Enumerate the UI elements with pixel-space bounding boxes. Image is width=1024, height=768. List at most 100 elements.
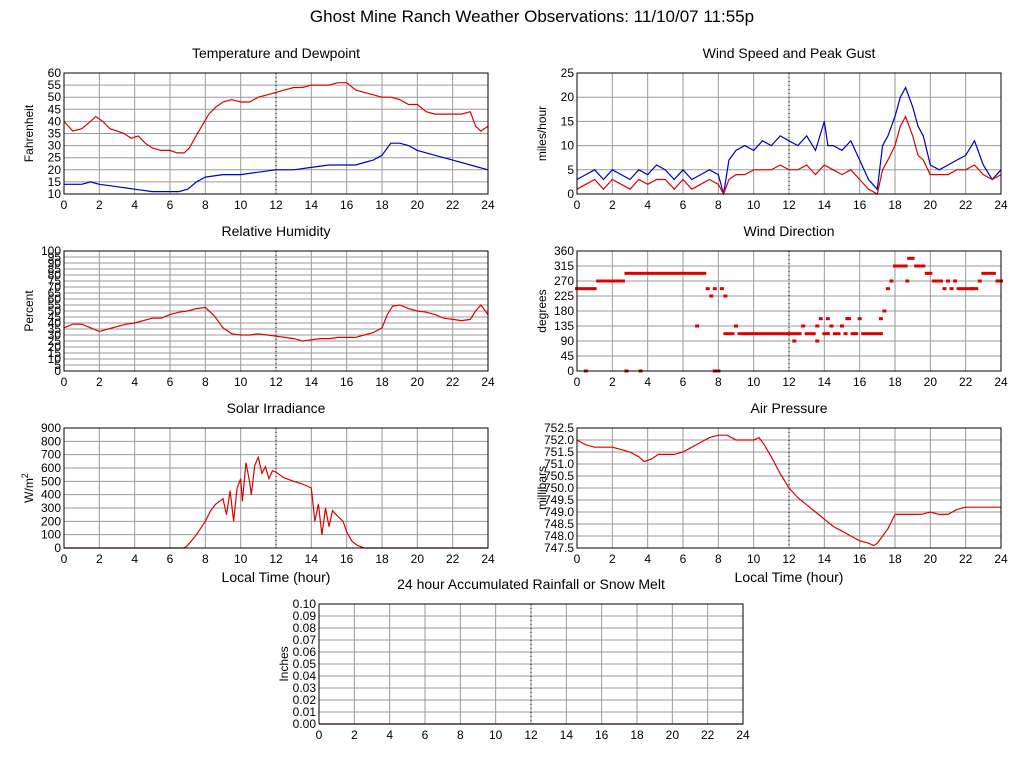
data-point bbox=[730, 332, 735, 336]
x-tick-label: 16 bbox=[340, 552, 354, 566]
series-line-red bbox=[576, 115, 1002, 196]
series-line-blue bbox=[64, 142, 489, 193]
x-tick-label: 24 bbox=[994, 198, 1008, 212]
y-axis-label: Percent bbox=[22, 290, 36, 332]
data-point bbox=[970, 287, 975, 291]
data-point bbox=[769, 332, 774, 336]
data-point bbox=[864, 332, 869, 336]
x-tick-label: 4 bbox=[644, 198, 651, 212]
data-point bbox=[875, 332, 880, 336]
data-point bbox=[628, 271, 632, 275]
y-tick-label: 752.5 bbox=[544, 421, 574, 435]
y-tick-label: 0.04 bbox=[293, 669, 317, 683]
x-tick-label: 20 bbox=[924, 552, 938, 566]
x-tick-label: 18 bbox=[375, 198, 389, 212]
x-tick-label: 22 bbox=[959, 375, 973, 389]
x-tick-label: 8 bbox=[202, 375, 209, 389]
data-point bbox=[896, 264, 901, 268]
x-tick-label: 20 bbox=[666, 728, 680, 742]
y-tick-label: 225 bbox=[554, 289, 574, 303]
x-tick-label: 16 bbox=[340, 198, 354, 212]
x-tick-label: 4 bbox=[131, 198, 138, 212]
data-point bbox=[889, 279, 894, 283]
y-tick-label: 35 bbox=[48, 322, 62, 336]
y-tick-label: 270 bbox=[554, 274, 574, 288]
y-tick-label: 748.0 bbox=[544, 529, 574, 543]
y-axis-label: millibars bbox=[535, 466, 549, 510]
x-tick-label: 20 bbox=[924, 198, 938, 212]
data-point bbox=[681, 271, 685, 275]
x-tick-label: 6 bbox=[167, 375, 174, 389]
chart-rain: 24 hour Accumulated Rainfall or Snow Mel… bbox=[277, 576, 750, 742]
x-tick-label: 8 bbox=[202, 552, 209, 566]
data-point bbox=[617, 279, 622, 283]
y-tick-label: 500 bbox=[41, 474, 61, 488]
y-tick-label: 40 bbox=[48, 114, 62, 128]
x-tick-label: 20 bbox=[924, 375, 938, 389]
y-tick-label: 750.0 bbox=[544, 481, 574, 495]
y-tick-label: 50 bbox=[48, 90, 62, 104]
y-tick-label: 90 bbox=[561, 334, 575, 348]
y-axis-label: degrees bbox=[535, 289, 549, 332]
y-tick-label: 0 bbox=[567, 187, 574, 201]
x-tick-label: 6 bbox=[680, 198, 687, 212]
data-point bbox=[603, 279, 608, 283]
data-point bbox=[963, 287, 968, 291]
y-tick-label: 45 bbox=[48, 102, 62, 116]
data-point bbox=[825, 317, 830, 321]
data-point bbox=[705, 287, 710, 291]
x-tick-label: 4 bbox=[644, 552, 651, 566]
data-point bbox=[900, 264, 905, 268]
series-line-red bbox=[63, 82, 489, 154]
data-point bbox=[688, 271, 693, 275]
y-axis-label-main: W/m bbox=[22, 478, 36, 503]
x-tick-label: 20 bbox=[411, 375, 425, 389]
data-point bbox=[698, 271, 703, 275]
y-tick-label: 0.07 bbox=[293, 633, 317, 647]
series-line-red bbox=[576, 434, 1001, 547]
x-tick-label: 0 bbox=[574, 198, 581, 212]
data-point bbox=[723, 294, 728, 298]
x-tick-label: 14 bbox=[818, 375, 832, 389]
y-tick-label: 90 bbox=[48, 256, 62, 270]
y-tick-label: 20 bbox=[48, 163, 62, 177]
chart-title: Wind Direction bbox=[743, 223, 834, 239]
x-tick-label: 10 bbox=[234, 552, 248, 566]
y-tick-label: 25 bbox=[561, 66, 575, 80]
data-point bbox=[843, 332, 848, 336]
x-tick-label: 14 bbox=[305, 198, 319, 212]
x-tick-label: 10 bbox=[747, 552, 761, 566]
y-tick-label: 315 bbox=[554, 259, 574, 273]
x-tick-label: 14 bbox=[305, 552, 319, 566]
y-tick-label: 0.10 bbox=[293, 597, 317, 611]
y-tick-label: 85 bbox=[48, 262, 62, 276]
data-point bbox=[857, 317, 862, 321]
data-point bbox=[905, 279, 910, 283]
data-point bbox=[861, 332, 866, 336]
data-point bbox=[825, 332, 830, 336]
data-point bbox=[589, 287, 594, 291]
y-tick-label: 200 bbox=[41, 514, 61, 528]
x-tick-label: 22 bbox=[701, 728, 715, 742]
data-point bbox=[755, 332, 760, 336]
y-tick-label: 55 bbox=[48, 78, 62, 92]
x-tick-label: 2 bbox=[609, 375, 616, 389]
x-tick-label: 10 bbox=[489, 728, 503, 742]
x-tick-label: 16 bbox=[853, 198, 867, 212]
y-tick-label: 5 bbox=[54, 358, 61, 372]
data-point bbox=[836, 332, 841, 336]
data-point bbox=[840, 324, 844, 328]
chart-title: Relative Humidity bbox=[222, 223, 331, 239]
x-tick-label: 22 bbox=[959, 198, 973, 212]
y-tick-label: 95 bbox=[48, 250, 62, 264]
chart-title: 24 hour Accumulated Rainfall or Snow Mel… bbox=[397, 576, 665, 592]
data-point bbox=[882, 309, 887, 313]
y-tick-label: 749.5 bbox=[544, 493, 574, 507]
x-tick-label: 22 bbox=[959, 552, 973, 566]
data-point bbox=[719, 287, 724, 291]
x-tick-label: 16 bbox=[340, 375, 354, 389]
data-point bbox=[822, 332, 827, 336]
